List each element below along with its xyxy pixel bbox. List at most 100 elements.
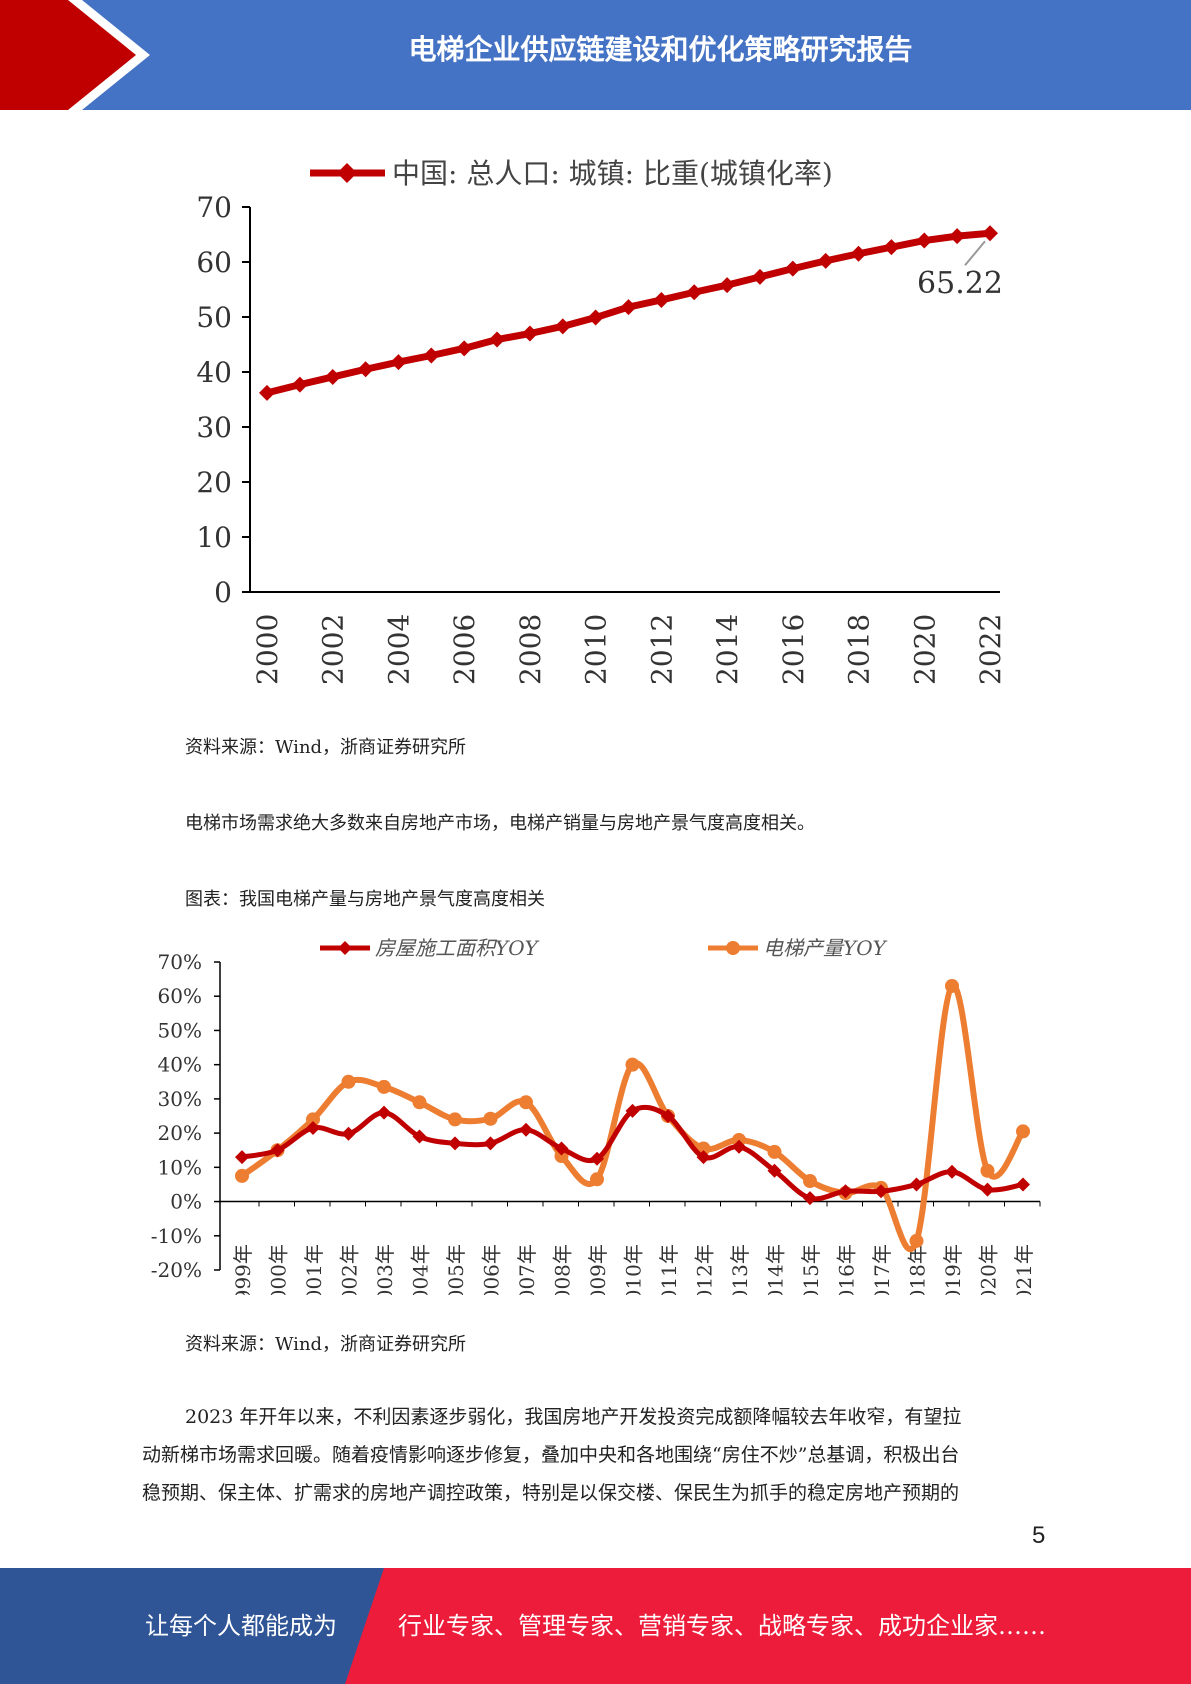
y-tick-label: 10% [158,1155,202,1179]
x-tick-label: 2012 [645,614,678,685]
data-point [661,1109,675,1123]
data-point [982,225,998,242]
data-point [883,239,900,256]
page-header: 电梯企业供应链建设和优化策略研究报告 [0,0,1191,110]
y-tick-label: 60 [196,246,232,279]
x-tick-label: 2014 [711,614,744,685]
x-tick-label: 2020 [908,614,941,685]
x-tick-label: 2012年 [693,1244,717,1295]
x-tick-label: 2022 [974,614,1007,685]
x-tick-label: 2002 [317,614,350,685]
x-tick-label: 2016年 [835,1244,859,1295]
data-point [235,1150,249,1165]
data-point [519,1122,533,1137]
data-point [456,340,473,357]
data-point [377,1079,391,1094]
legend-label: 中国: 总人口: 城镇: 比重(城镇化率) [392,157,833,190]
yoy-comparison-chart: 70% 60% 50% 40% 30% 20% 10% 0% -10% -20% 1999年 2000… [151,936,1041,1295]
data-point [767,1144,782,1159]
data-point [945,1164,959,1179]
data-point [341,1074,356,1089]
legend-label: 电梯产量YOY [763,936,888,960]
x-tick-label: 2016 [777,614,810,685]
data-point [448,1112,462,1127]
x-tick-label: 2014年 [764,1244,788,1295]
y-tick-label: -20% [151,1258,202,1282]
y-tick-label: 70 [196,191,232,224]
data-label: 65.22 [917,266,1003,301]
data-point [259,384,275,401]
x-tick-label: 2003年 [373,1244,397,1295]
figure-title: 图表：我国电梯产量与房地产景气度高度相关 [185,889,545,910]
page-number: 5 [1032,1522,1046,1549]
data-point [306,1120,320,1135]
x-tick-label: 2010 [580,614,613,685]
data-point [235,1168,249,1183]
y-tick-label: 40 [196,356,232,389]
data-point [732,1139,746,1154]
data-point [590,1172,604,1187]
data-point [306,1112,320,1127]
x-tick-label: 2002年 [338,1244,362,1295]
data-point [620,299,637,316]
x-tick-label: 2008 [514,614,547,685]
data-point [980,1182,995,1197]
y-tick-label: 20% [158,1121,202,1145]
data-point [686,284,703,301]
y-tick-label: 0 [214,576,232,609]
data-point [448,1136,462,1151]
data-point [483,1136,498,1151]
data-point [1016,1177,1030,1192]
data-point [489,331,506,348]
data-point [909,1233,924,1248]
data-point [909,1177,924,1192]
data-point [696,1150,711,1165]
body-paragraph-line-1: 2023 年开年以来，不利因素逐步弱化，我国房地产开发投资完成额降幅较去年收窄，… [185,1406,962,1428]
data-point [554,1141,569,1156]
y-tick-label: 50 [196,301,232,334]
x-tick-label: 2006 [448,614,481,685]
y-tick-label: -10% [151,1224,202,1248]
data-point [521,325,538,342]
data-point [357,361,374,378]
legend-marker [338,941,352,955]
data-point [874,1184,888,1199]
x-tick-label: 2021年 [1012,1244,1036,1295]
x-tick-label: 2020年 [977,1244,1001,1295]
annotation-leader [964,240,986,266]
data-point [784,260,801,277]
legend-marker [337,163,357,183]
data-point [625,1103,640,1118]
x-tick-label: 2008年 [551,1244,575,1295]
x-tick-label: 2004 [382,614,415,685]
y-tick-label: 60% [158,984,202,1008]
y-tick-label: 30% [158,1087,202,1111]
series-line [241,1104,1024,1202]
market-demand-paragraph: 电梯市场需求绝大多数来自房地产市场，电梯产销量与房地产景气度高度相关。 [185,813,815,834]
x-tick-label: 2000年 [267,1244,291,1295]
footer-slogan-right: 行业专家、管理专家、营销专家、战略专家、成功企业家…… [398,1612,1046,1640]
y-tick-label: 30 [196,411,232,444]
y-tick-label: 10 [196,521,232,554]
data-point [850,245,867,262]
data-point [767,1163,782,1178]
data-point [949,228,966,245]
x-tick-label: 1999年 [231,1244,255,1295]
header-arrow-decoration [0,0,150,110]
x-tick-label: 2000 [251,614,284,685]
data-point [1016,1124,1030,1139]
y-tick-label: 20 [196,466,232,499]
data-point [519,1095,533,1110]
x-tick-label: 2019年 [941,1244,965,1295]
data-point [945,978,959,993]
data-point [751,268,768,285]
data-point [803,1174,817,1189]
data-point [590,1151,604,1166]
x-tick-label: 2013年 [728,1244,752,1295]
data-point [980,1163,995,1178]
chart1-source-caption: 资料来源：Wind，浙商证券研究所 [185,737,467,758]
y-tick-label: 70% [158,950,202,974]
x-tick-label: 2018 [843,614,876,685]
data-point [916,232,933,249]
x-tick-label: 2018年 [906,1244,930,1295]
